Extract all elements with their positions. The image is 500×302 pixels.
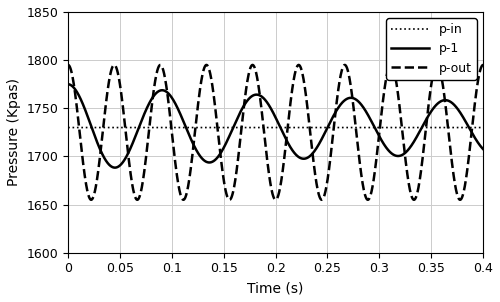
p-out bbox=[468, 141, 473, 145]
p-in bbox=[243, 126, 249, 129]
Line: p-out: p-out bbox=[68, 65, 483, 200]
Legend: p-in, p-1, p-out: p-in, p-1, p-out bbox=[386, 18, 477, 80]
p-out bbox=[480, 63, 486, 67]
p-1 bbox=[468, 128, 473, 132]
p-in bbox=[366, 126, 372, 129]
p-1 bbox=[243, 101, 249, 104]
p-out bbox=[65, 63, 71, 67]
p-1 bbox=[65, 82, 71, 86]
p-in bbox=[65, 126, 71, 129]
X-axis label: Time (s): Time (s) bbox=[248, 281, 304, 295]
p-in bbox=[468, 126, 473, 129]
p-out bbox=[366, 196, 372, 200]
p-1 bbox=[447, 100, 453, 103]
p-out bbox=[240, 117, 246, 120]
p-out bbox=[180, 198, 186, 202]
p-1 bbox=[112, 166, 118, 169]
p-1 bbox=[262, 98, 268, 102]
p-out bbox=[447, 142, 453, 146]
p-in bbox=[262, 126, 268, 129]
p-1 bbox=[240, 106, 246, 110]
Y-axis label: Pressure (Kpas): Pressure (Kpas) bbox=[7, 78, 21, 186]
p-in bbox=[240, 126, 246, 129]
p-in bbox=[480, 126, 486, 129]
p-out bbox=[243, 89, 249, 93]
Line: p-1: p-1 bbox=[68, 84, 483, 168]
p-1 bbox=[480, 147, 486, 151]
p-in bbox=[446, 126, 452, 129]
p-1 bbox=[366, 116, 372, 120]
p-out bbox=[262, 143, 268, 146]
